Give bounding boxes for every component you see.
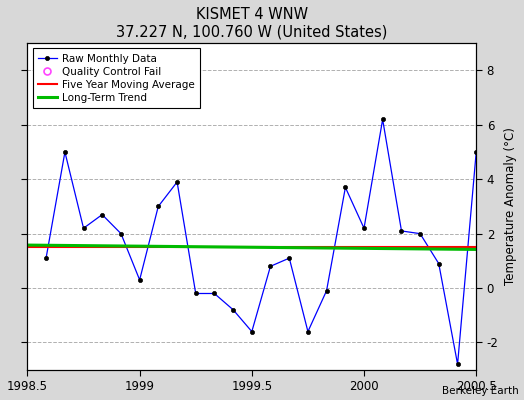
Raw Monthly Data bbox=[80, 226, 86, 231]
Raw Monthly Data bbox=[43, 256, 49, 260]
Raw Monthly Data bbox=[118, 231, 124, 236]
Raw Monthly Data bbox=[155, 204, 161, 209]
Raw Monthly Data bbox=[473, 150, 479, 154]
Raw Monthly Data bbox=[379, 117, 386, 122]
Legend: Raw Monthly Data, Quality Control Fail, Five Year Moving Average, Long-Term Tren: Raw Monthly Data, Quality Control Fail, … bbox=[32, 48, 200, 108]
Raw Monthly Data bbox=[174, 180, 180, 184]
Raw Monthly Data bbox=[286, 256, 292, 260]
Raw Monthly Data bbox=[99, 212, 105, 217]
Text: Berkeley Earth: Berkeley Earth bbox=[442, 386, 519, 396]
Title: KISMET 4 WNW
37.227 N, 100.760 W (United States): KISMET 4 WNW 37.227 N, 100.760 W (United… bbox=[116, 7, 388, 39]
Raw Monthly Data bbox=[435, 261, 442, 266]
Raw Monthly Data bbox=[267, 264, 274, 269]
Y-axis label: Temperature Anomaly (°C): Temperature Anomaly (°C) bbox=[504, 128, 517, 286]
Line: Raw Monthly Data: Raw Monthly Data bbox=[44, 117, 478, 366]
Raw Monthly Data bbox=[249, 329, 255, 334]
Raw Monthly Data bbox=[62, 150, 68, 154]
Raw Monthly Data bbox=[136, 278, 143, 282]
Raw Monthly Data bbox=[305, 329, 311, 334]
Raw Monthly Data bbox=[417, 231, 423, 236]
Raw Monthly Data bbox=[398, 228, 405, 233]
Raw Monthly Data bbox=[193, 291, 199, 296]
Raw Monthly Data bbox=[230, 308, 236, 312]
Raw Monthly Data bbox=[211, 291, 217, 296]
Raw Monthly Data bbox=[342, 185, 348, 190]
Raw Monthly Data bbox=[361, 226, 367, 231]
Raw Monthly Data bbox=[323, 288, 330, 293]
Raw Monthly Data bbox=[454, 362, 461, 366]
